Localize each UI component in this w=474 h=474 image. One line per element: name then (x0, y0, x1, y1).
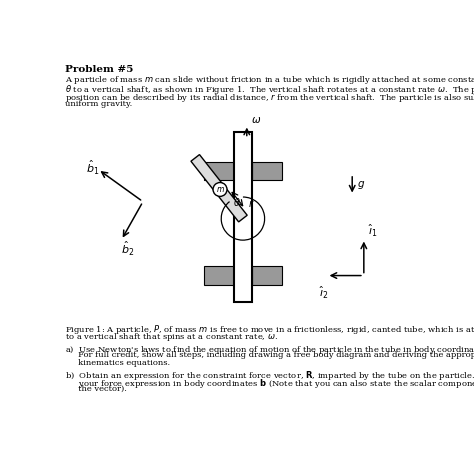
Bar (234, 132, 252, 302)
Circle shape (213, 182, 227, 196)
Bar (204, 266, 234, 285)
Text: uniform gravity.: uniform gravity. (64, 100, 132, 109)
Text: $\omega$: $\omega$ (251, 115, 261, 125)
Text: A particle of mass $m$ can slide without friction in a tube which is rigidly att: A particle of mass $m$ can slide without… (64, 74, 474, 86)
Bar (252, 266, 282, 285)
Text: a)  Use Newton's laws to find the equation of motion of the particle in the tube: a) Use Newton's laws to find the equatio… (64, 343, 474, 356)
Polygon shape (191, 155, 247, 222)
Text: Problem #5: Problem #5 (64, 65, 133, 74)
Text: Figure 1: A particle, $P$, of mass $m$ is free to move in a frictionless, rigid,: Figure 1: A particle, $P$, of mass $m$ i… (64, 323, 474, 336)
Text: $\hat{b}_1$: $\hat{b}_1$ (86, 159, 99, 177)
Bar (252, 162, 282, 180)
Text: $g$: $g$ (357, 179, 365, 191)
Text: $\theta$ to a vertical shaft, as shown in Figure 1.  The vertical shaft rotates : $\theta$ to a vertical shaft, as shown i… (64, 82, 474, 96)
Text: position can be described by its radial distance, $r$ from the vertical shaft.  : position can be described by its radial … (64, 91, 474, 103)
Text: $m$: $m$ (216, 185, 225, 194)
Text: to a vertical shaft that spins at a constant rate, $\omega$.: to a vertical shaft that spins at a cons… (64, 331, 278, 343)
Bar (204, 162, 234, 180)
Text: $\hat{\imath}_2$: $\hat{\imath}_2$ (319, 285, 328, 301)
Text: kinematics equations.: kinematics equations. (64, 359, 170, 367)
Text: your force expression in body coordinates $\mathbf{b}$ (Note that you can also s: your force expression in body coordinate… (64, 377, 474, 390)
Text: $r$: $r$ (247, 198, 254, 209)
Text: $\theta$: $\theta$ (233, 196, 241, 208)
Text: b)  Obtain an expression for the constraint force vector, $\mathbf{R}$, imparted: b) Obtain an expression for the constrai… (64, 369, 474, 382)
Text: For full credit, show all steps, including drawing a free body diagram and deriv: For full credit, show all steps, includi… (64, 351, 474, 359)
Text: the vector).: the vector). (64, 385, 127, 393)
Text: $\hat{\imath}_1$: $\hat{\imath}_1$ (368, 222, 377, 238)
Text: $\hat{b}_2$: $\hat{b}_2$ (121, 240, 135, 258)
